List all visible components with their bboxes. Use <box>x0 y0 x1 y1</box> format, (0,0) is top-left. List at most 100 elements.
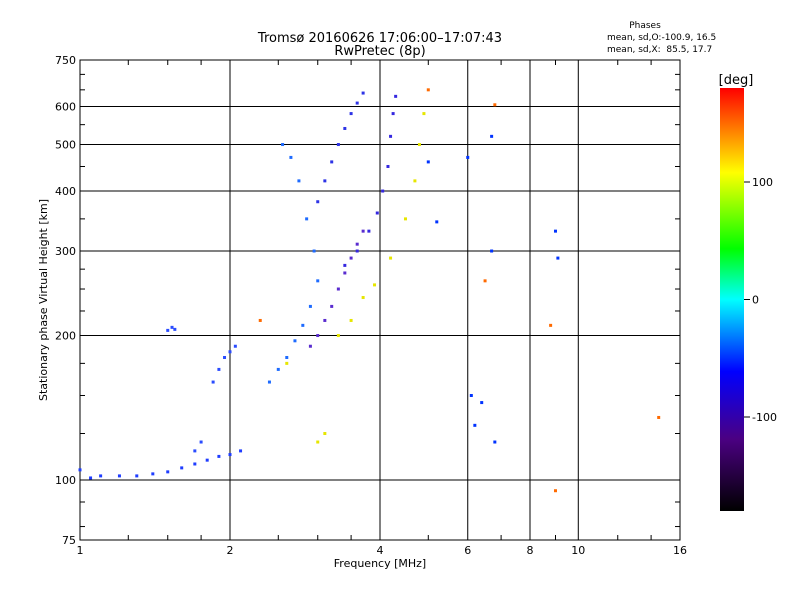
chart-title: Tromsø 20160626 17:06:00–17:07:43 <box>257 31 502 46</box>
data-point <box>193 462 197 466</box>
data-point <box>403 217 407 221</box>
data-point <box>490 249 494 253</box>
data-point <box>336 143 340 147</box>
data-point <box>239 449 243 453</box>
data-point <box>556 256 560 260</box>
data-point <box>228 350 232 354</box>
data-point <box>355 242 359 246</box>
data-point <box>336 334 340 338</box>
y-axis-label: Stationary phase Virtual Height [km] <box>37 199 50 401</box>
colorbar-ticks: 100 0 -100 <box>744 176 777 424</box>
data-point <box>180 466 184 470</box>
data-point <box>473 423 477 427</box>
data-point <box>375 211 379 215</box>
stats-line-o: mean, sd,O:-100.9, 16.5 <box>607 33 716 43</box>
data-point <box>343 126 347 130</box>
x-axis: 1 2 4 6 8 10 16 <box>77 544 688 557</box>
data-point <box>391 112 395 116</box>
data-point <box>469 394 473 398</box>
grid-lines <box>80 60 680 540</box>
data-point <box>217 454 221 458</box>
minor-ticks <box>80 60 680 540</box>
data-point <box>373 283 377 287</box>
colorbar-tick-label: 100 <box>752 176 773 189</box>
data-point <box>151 472 155 476</box>
data-point <box>361 91 365 95</box>
data-point <box>301 323 305 327</box>
data-point <box>193 449 197 453</box>
data-point <box>323 318 327 322</box>
data-point <box>293 339 297 343</box>
data-point <box>343 263 347 267</box>
data-points <box>78 88 661 493</box>
data-point <box>389 134 393 138</box>
data-point <box>173 327 177 331</box>
x-tick-label: 10 <box>571 544 585 557</box>
data-point <box>305 217 309 221</box>
data-point <box>381 189 385 193</box>
data-point <box>78 468 82 472</box>
data-point <box>553 229 557 233</box>
data-point <box>361 296 365 300</box>
data-point <box>386 164 390 168</box>
y-tick-label: 750 <box>55 54 76 67</box>
data-point <box>258 318 262 322</box>
x-tick-label: 8 <box>527 544 534 557</box>
data-point <box>316 279 320 283</box>
data-point <box>549 323 553 327</box>
data-point <box>316 334 320 338</box>
data-point <box>426 160 430 164</box>
data-point <box>166 328 170 332</box>
data-point <box>343 271 347 275</box>
stats-line-x: mean, sd,X: 85.5, 17.7 <box>607 45 712 55</box>
data-point <box>316 440 320 444</box>
data-point <box>281 143 285 147</box>
data-point <box>289 155 293 159</box>
data-point <box>211 380 215 384</box>
x-tick-label: 1 <box>77 544 84 557</box>
data-point <box>199 440 203 444</box>
data-point <box>490 134 494 138</box>
x-axis-label: Frequency [MHz] <box>334 557 426 570</box>
x-tick-label: 4 <box>377 544 384 557</box>
data-point <box>480 401 484 405</box>
data-point <box>330 160 334 164</box>
data-point <box>217 367 221 371</box>
data-point <box>349 112 353 116</box>
data-point <box>349 256 353 260</box>
data-point <box>308 344 312 348</box>
x-tick-label: 16 <box>673 544 687 557</box>
data-point <box>367 229 371 233</box>
data-point <box>422 112 426 116</box>
data-point <box>483 279 487 283</box>
data-point <box>466 155 470 159</box>
data-point <box>435 220 439 224</box>
data-point <box>394 94 398 98</box>
data-point <box>413 179 417 183</box>
data-point <box>330 304 334 308</box>
data-point <box>170 325 174 329</box>
data-point <box>493 103 497 107</box>
data-point <box>233 344 237 348</box>
data-point <box>312 249 316 253</box>
y-tick-label: 75 <box>62 534 76 547</box>
data-point <box>285 361 289 365</box>
colorbar-tick-label: 0 <box>752 294 759 307</box>
data-point <box>323 432 327 436</box>
data-point <box>323 179 327 183</box>
data-point <box>205 458 209 462</box>
data-point <box>355 101 359 105</box>
y-tick-label: 400 <box>55 185 76 198</box>
y-tick-label: 500 <box>55 139 76 152</box>
stats-heading: Phases <box>629 21 661 31</box>
y-tick-label: 600 <box>55 101 76 114</box>
y-axis: 75 100 200 300 400 500 600 750 <box>55 54 76 547</box>
data-point <box>99 474 103 478</box>
data-point <box>89 476 93 480</box>
data-point <box>285 355 289 359</box>
data-point <box>336 287 340 291</box>
data-point <box>276 367 280 371</box>
y-tick-label: 200 <box>55 330 76 343</box>
data-point <box>349 318 353 322</box>
